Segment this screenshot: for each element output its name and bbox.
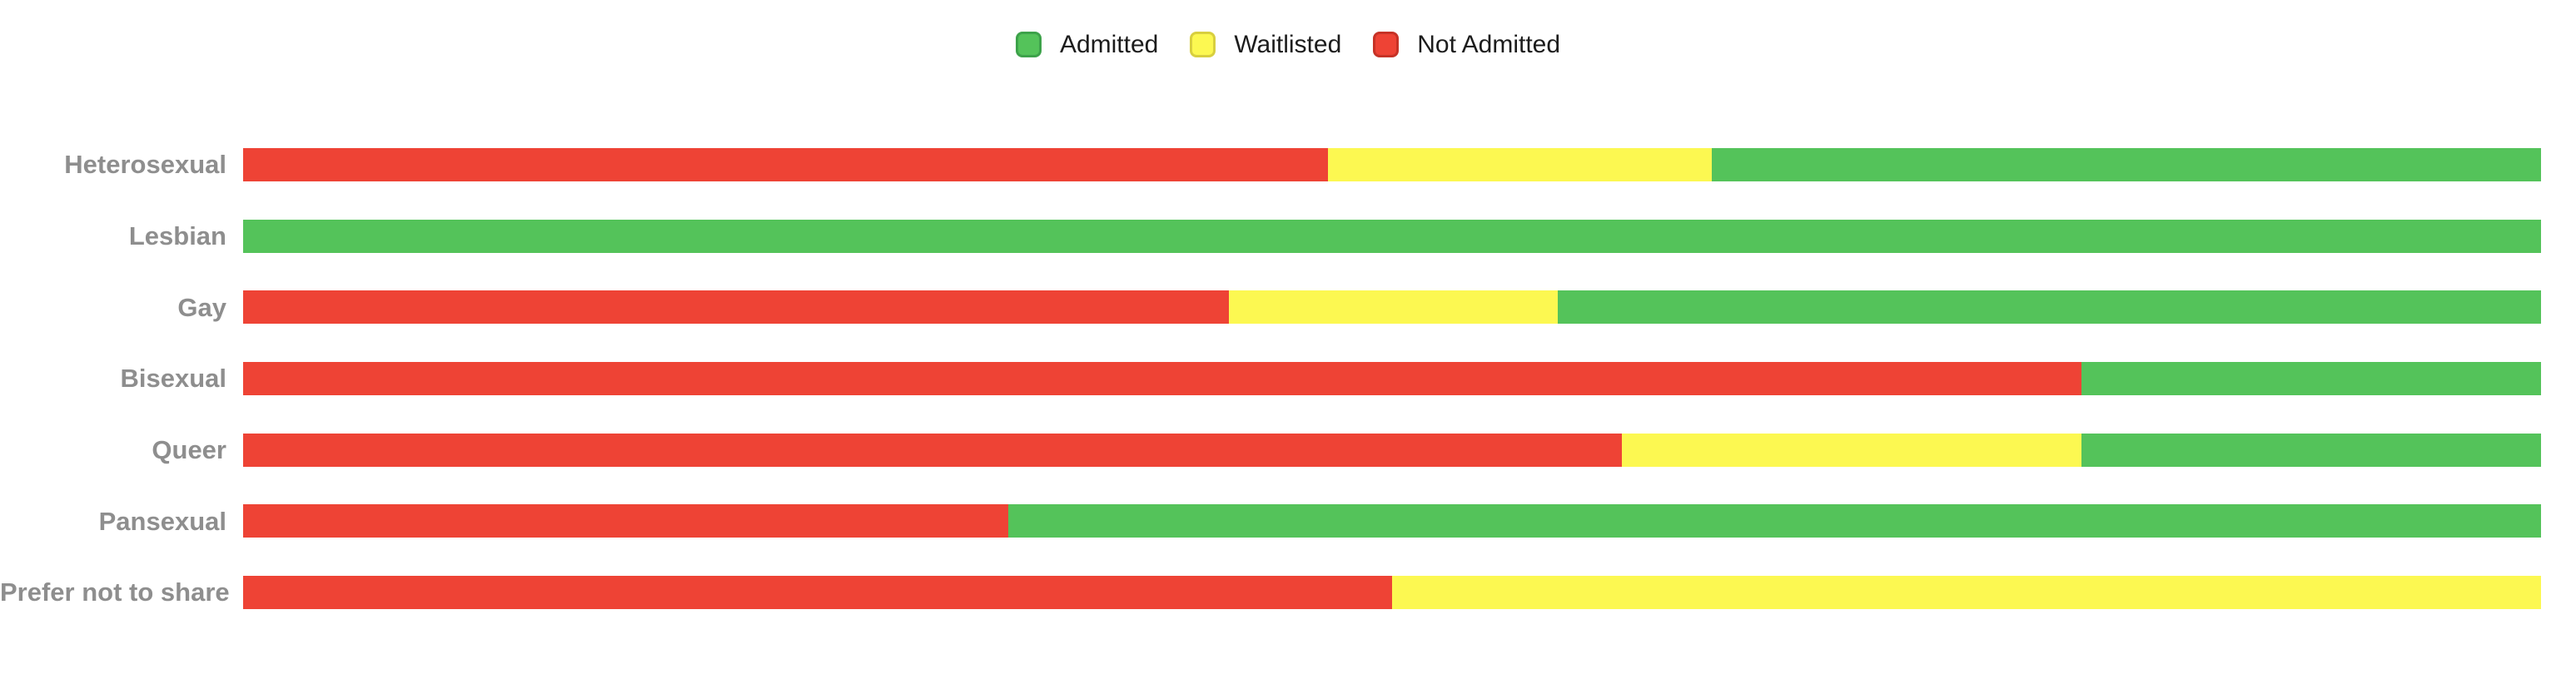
category-label-bisexual: Bisexual xyxy=(120,364,226,394)
legend-item-admitted[interactable]: Admitted xyxy=(1015,30,1159,58)
bar-segment-not-admitted[interactable] xyxy=(243,575,1392,609)
legend-label: Admitted xyxy=(1059,30,1159,58)
chart-row: Bisexual xyxy=(0,343,2576,414)
bar-segment-admitted[interactable] xyxy=(2081,433,2541,467)
bar-segment-not-admitted[interactable] xyxy=(243,147,1328,181)
chart-legend: Admitted Waitlisted Not Admitted xyxy=(0,32,2576,57)
chart-row: Prefer not to share xyxy=(0,557,2576,628)
legend-item-not-admitted[interactable]: Not Admitted xyxy=(1373,32,1560,57)
bar-segment-waitlisted[interactable] xyxy=(1327,147,1712,181)
bar-segment-admitted[interactable] xyxy=(1557,290,2541,325)
bar-track xyxy=(243,219,2541,253)
bar-track xyxy=(243,433,2541,467)
chart-row: Pansexual xyxy=(0,485,2576,557)
bar-segment-waitlisted[interactable] xyxy=(1229,290,1558,325)
chart-rows: Heterosexual Lesbian Gay Bisexual Queer Panse… xyxy=(0,129,2576,628)
bar-track xyxy=(243,290,2541,325)
legend-item-waitlisted[interactable]: Waitlisted xyxy=(1190,32,1341,57)
bar-segment-not-admitted[interactable] xyxy=(243,361,2081,395)
category-label-heterosexual: Heterosexual xyxy=(64,150,226,180)
bar-segment-not-admitted[interactable] xyxy=(243,504,1009,538)
legend-label: Not Admitted xyxy=(1417,30,1561,58)
bar-track xyxy=(243,361,2541,395)
bar-segment-waitlisted[interactable] xyxy=(1622,433,2081,467)
legend-swatch-icon xyxy=(1015,32,1042,57)
chart-row: Gay xyxy=(0,271,2576,343)
category-label-queer: Queer xyxy=(152,435,226,465)
bar-track xyxy=(243,575,2541,609)
legend-swatch-icon xyxy=(1190,32,1216,57)
bar-track xyxy=(243,504,2541,538)
category-label-lesbian: Lesbian xyxy=(128,221,226,251)
bar-segment-admitted[interactable] xyxy=(243,219,2541,253)
chart-row: Lesbian xyxy=(0,201,2576,272)
legend-swatch-icon xyxy=(1373,32,1400,57)
category-label-prefer-not-to-share: Prefer not to share xyxy=(0,577,230,607)
chart-row: Heterosexual xyxy=(0,129,2576,201)
category-label-pansexual: Pansexual xyxy=(98,506,226,536)
bar-segment-admitted[interactable] xyxy=(1711,147,2541,181)
legend-label: Waitlisted xyxy=(1234,30,1342,58)
bar-segment-not-admitted[interactable] xyxy=(243,433,1622,467)
category-label-gay: Gay xyxy=(177,292,226,322)
bar-track xyxy=(243,147,2541,181)
chart-row: Queer xyxy=(0,414,2576,486)
bar-segment-not-admitted[interactable] xyxy=(243,290,1230,325)
bar-segment-waitlisted[interactable] xyxy=(1392,575,2541,609)
bar-segment-admitted[interactable] xyxy=(2081,361,2541,395)
bar-segment-admitted[interactable] xyxy=(1008,504,2541,538)
